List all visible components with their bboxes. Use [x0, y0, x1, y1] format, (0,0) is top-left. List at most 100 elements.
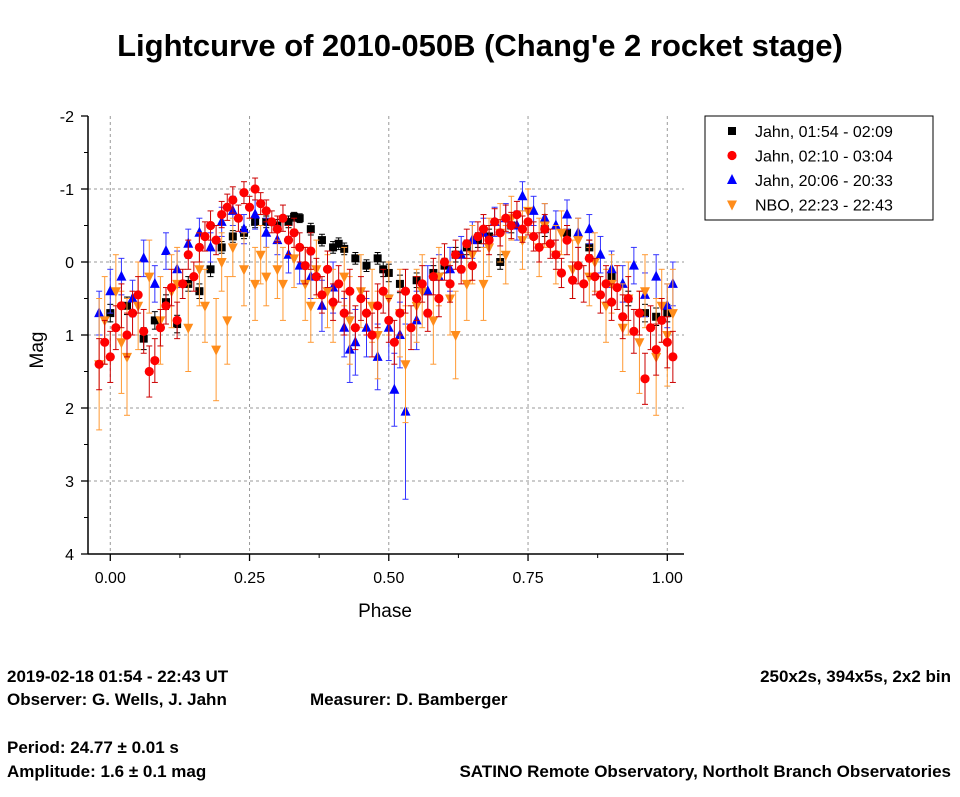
data-point-triangle-down	[238, 265, 249, 276]
data-point-triangle-up	[160, 245, 171, 256]
data-point-circle	[267, 217, 277, 227]
data-point-circle	[317, 290, 327, 300]
data-point-triangle-down	[110, 287, 121, 298]
data-point-triangle-up	[138, 252, 149, 263]
data-point-square	[362, 261, 371, 270]
data-point-square	[295, 214, 304, 223]
data-point-triangle-down	[144, 272, 155, 283]
data-point-circle	[434, 293, 444, 304]
data-point-circle	[400, 286, 411, 296]
axes-layer: -2 -1 0 1 2 3 4 0.00 0.25 0.50 0.75 1.00	[60, 109, 684, 587]
data-point-circle	[556, 268, 567, 278]
data-point-circle	[618, 312, 628, 322]
data-point-circle	[590, 272, 600, 282]
data-point-circle	[595, 290, 606, 300]
data-point-circle	[517, 224, 528, 234]
data-point-circle	[428, 272, 438, 282]
data-point-circle	[473, 231, 483, 242]
data-point-triangle-up	[389, 383, 400, 394]
data-point-circle	[495, 228, 505, 238]
data-point-square	[206, 265, 215, 274]
data-point-triangle-down	[428, 316, 439, 327]
data-point-circle	[189, 272, 199, 282]
data-point-triangle-up	[238, 223, 249, 234]
data-point-triangle-down	[400, 360, 411, 371]
x-tick-label: 0.50	[373, 570, 404, 587]
data-point-circle	[529, 231, 539, 242]
data-point-circle	[662, 337, 672, 347]
data-point-triangle-down	[116, 338, 127, 349]
data-point-triangle-down	[211, 345, 222, 356]
data-point-circle	[228, 195, 238, 205]
data-layer	[94, 177, 678, 500]
y-tick-label: 1	[65, 328, 74, 345]
data-point-circle	[127, 308, 138, 318]
info-observatory: SATINO Remote Observatory, Northolt Bran…	[459, 762, 951, 781]
data-point-triangle-up	[517, 190, 528, 201]
data-point-circle	[412, 293, 422, 304]
y-tick-label: 0	[65, 255, 74, 272]
x-tick-label: 1.00	[652, 570, 683, 587]
data-point-circle	[278, 213, 288, 223]
data-point-circle	[339, 308, 349, 318]
data-point-circle	[194, 242, 205, 252]
data-point-circle	[367, 330, 377, 340]
data-point-triangle-up	[628, 259, 639, 270]
data-point-circle	[423, 308, 433, 318]
data-point-circle	[111, 323, 121, 333]
data-point-triangle-up	[528, 204, 539, 215]
data-point-circle	[512, 209, 522, 220]
data-point-circle	[222, 202, 232, 212]
data-point-triangle-down	[216, 258, 227, 268]
data-point-triangle-down	[727, 200, 737, 211]
data-point-circle	[205, 220, 216, 231]
data-point-circle	[334, 279, 344, 289]
data-point-triangle-up	[116, 270, 127, 281]
data-point-circle	[417, 279, 427, 289]
data-point-circle	[122, 330, 132, 340]
data-point-triangle-down	[344, 316, 355, 327]
data-point-triangle-down	[339, 272, 350, 283]
data-point-square	[728, 127, 736, 135]
data-point-triangle-down	[277, 279, 288, 290]
data-point-square	[306, 225, 315, 234]
legend-box	[704, 115, 934, 221]
data-point-circle	[601, 279, 611, 289]
legend-label: Jahn, 02:10 - 03:04	[755, 149, 893, 166]
data-point-circle	[579, 279, 589, 289]
data-point-circle	[606, 297, 617, 307]
data-point-square	[373, 254, 382, 263]
data-point-circle	[183, 250, 193, 260]
data-point-circle	[361, 308, 372, 318]
data-point-triangle-down	[183, 323, 194, 334]
data-point-circle	[373, 301, 383, 311]
data-point-circle	[172, 315, 182, 325]
data-point-circle	[551, 250, 561, 260]
data-point-circle	[484, 235, 494, 245]
data-point-triangle-down	[450, 331, 461, 341]
data-point-triangle-down	[667, 309, 678, 320]
data-point-circle	[634, 308, 645, 318]
data-point-circle	[523, 217, 533, 227]
data-point-triangle-up	[651, 270, 662, 281]
x-axis-title: Phase	[358, 601, 412, 622]
info-observer: Observer: G. Wells, J. Jahn	[7, 690, 227, 709]
data-point-triangle-down	[500, 250, 511, 261]
data-point-circle	[139, 326, 149, 336]
data-point-circle	[178, 279, 188, 289]
legend-label: NBO, 22:23 - 22:43	[755, 198, 893, 215]
data-point-square	[284, 217, 293, 226]
data-point-circle	[233, 213, 243, 223]
data-point-circle	[166, 282, 177, 293]
data-point-circle	[657, 315, 667, 325]
data-point-circle	[155, 323, 166, 333]
data-point-circle	[283, 235, 294, 245]
info-date-range: 2019-02-18 01:54 - 22:43 UT	[7, 667, 229, 686]
data-point-triangle-up	[422, 285, 433, 296]
data-point-triangle-up	[261, 226, 272, 237]
data-point-triangle-down	[261, 272, 272, 283]
data-point-circle	[623, 293, 633, 304]
data-point-triangle-down	[300, 279, 311, 290]
data-point-circle	[384, 315, 394, 325]
data-point-circle	[651, 345, 661, 355]
